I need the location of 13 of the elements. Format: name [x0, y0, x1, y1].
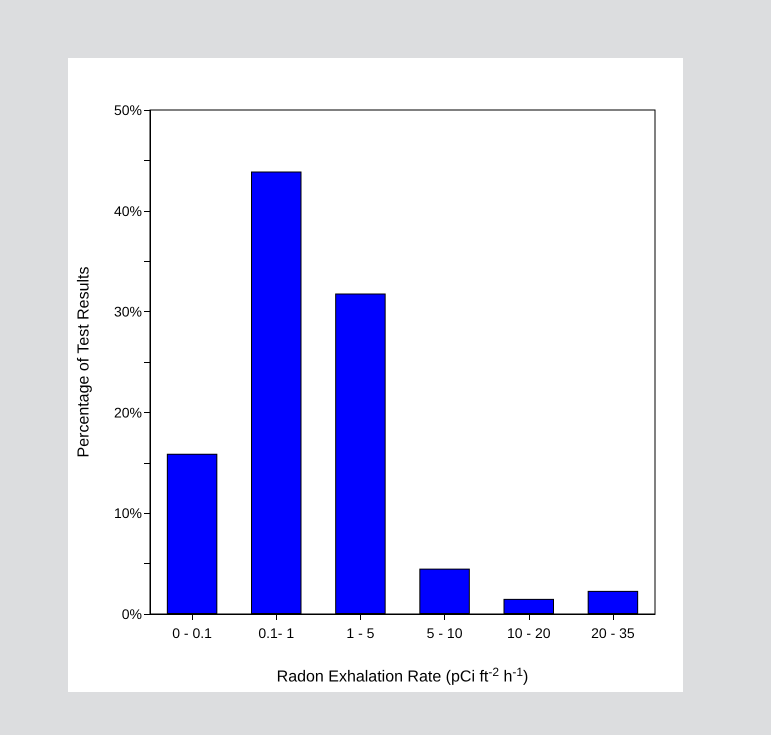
x-tick-label: 10 - 20	[506, 625, 551, 641]
x-tick-label: 0.1- 1	[258, 625, 294, 641]
y-tick-label: 50%	[114, 102, 142, 118]
y-tick-label: 20%	[114, 404, 142, 420]
y-tick-label: 40%	[114, 202, 142, 219]
x-tick-label: 0 - 0.1	[172, 625, 212, 641]
y-tick-label: 0%	[122, 606, 142, 622]
x-tick-label: 20 - 35	[591, 625, 635, 641]
x-tick-label: 5 - 10	[426, 625, 463, 641]
y-tick-label: 30%	[114, 304, 142, 320]
y-tick-label: 10%	[114, 505, 142, 522]
x-tick-label: 1 - 5	[346, 625, 375, 641]
y-axis-title: Percentage of Test Results	[76, 266, 92, 458]
